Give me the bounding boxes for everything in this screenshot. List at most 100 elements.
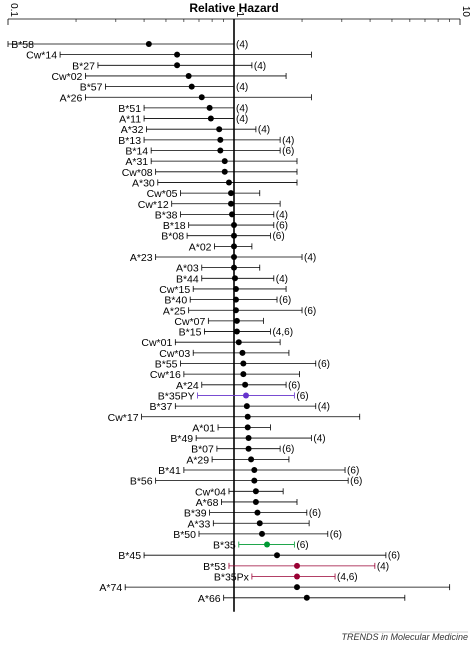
hazard-point — [229, 211, 236, 218]
row-label: A*01 — [192, 422, 215, 434]
row-a01: A*01 — [192, 422, 271, 434]
reference-note: (6) — [272, 231, 284, 242]
hazard-point — [217, 136, 224, 143]
row-a31: A*31 — [125, 156, 298, 168]
hazard-point — [252, 488, 259, 495]
row-cw04: Cw*04 — [195, 486, 284, 498]
row-b35py: B*35PY (6) — [158, 390, 309, 402]
hazard-point — [231, 275, 238, 282]
reference-note: (4) — [236, 114, 248, 125]
reference-note: (6) — [318, 359, 330, 370]
reference-note: (6) — [296, 391, 308, 402]
row-cw12: Cw*12 — [138, 199, 281, 211]
reference-note: (4) — [313, 434, 325, 445]
row-cw15: Cw*15 — [159, 284, 287, 296]
row-label: B*37 — [150, 401, 173, 413]
row-label: A*24 — [176, 380, 199, 392]
row-b37: B*37 (4) — [150, 401, 330, 413]
row-label: Cw*08 — [122, 167, 153, 179]
row-label: A*11 — [119, 114, 141, 126]
hazard-point — [231, 222, 237, 229]
row-a30: A*30 — [132, 177, 298, 189]
row-b51: B*51 (4) — [118, 103, 248, 115]
row-label: A*23 — [130, 252, 153, 264]
reference-note: (4) — [236, 40, 248, 51]
row-b39: B*39 (6) — [184, 508, 321, 520]
hazard-point — [221, 168, 228, 175]
reference-note: (6) — [388, 551, 400, 562]
row-label: A*33 — [188, 518, 211, 530]
row-label: Cw*14 — [26, 50, 57, 62]
row-a02: A*02 — [189, 241, 253, 253]
row-label: B*57 — [80, 82, 103, 94]
row-label: B*15 — [179, 327, 202, 339]
row-label: B*50 — [173, 529, 196, 541]
hazard-point — [251, 467, 258, 473]
row-a11: A*11 (4) — [119, 114, 248, 126]
row-label: A*03 — [176, 263, 199, 275]
row-label: A*26 — [60, 92, 83, 104]
hazard-point — [174, 62, 181, 69]
row-label: A*02 — [189, 241, 212, 253]
row-label: B*41 — [158, 465, 181, 477]
row-label: Cw*04 — [195, 486, 226, 498]
reference-note: (4) — [318, 402, 330, 413]
row-label: B*58 — [11, 39, 34, 51]
row-a33: A*33 — [188, 518, 310, 530]
reference-note: (4) — [377, 561, 389, 572]
hazard-point — [274, 552, 281, 559]
row-label: B*35PY — [158, 390, 195, 402]
hazard-point — [242, 392, 249, 399]
reference-note: (6) — [279, 295, 291, 306]
row-a74: A*74 — [99, 582, 451, 594]
row-b45: B*45 (6) — [118, 550, 400, 562]
row-label: B*35Px — [214, 572, 250, 584]
hazard-point — [244, 413, 251, 420]
hazard-point — [233, 317, 240, 324]
hazard-point — [206, 104, 213, 111]
hazard-point — [242, 381, 249, 388]
hazard-point — [243, 403, 250, 410]
hazard-point — [256, 520, 263, 527]
row-cw05: Cw*05 — [147, 188, 261, 200]
row-label: Cw*15 — [159, 284, 190, 296]
hazard-point — [225, 179, 232, 186]
row-cw01: Cw*01 — [141, 337, 281, 349]
row-a68: A*68 — [196, 497, 298, 509]
hazard-point — [245, 445, 252, 452]
row-label: Cw*12 — [138, 199, 169, 211]
row-label: A*32 — [121, 124, 144, 136]
reference-note: (6) — [309, 508, 321, 519]
row-label: B*53 — [203, 561, 226, 573]
row-cw08: Cw*08 — [122, 167, 298, 179]
reference-note: (6) — [282, 146, 294, 157]
reference-note: (4) — [236, 103, 248, 114]
source-credit: TRENDS in Molecular Medicine — [341, 632, 468, 642]
hazard-point — [232, 296, 239, 303]
hazard-point — [231, 264, 237, 271]
chart-title: Relative Hazard — [189, 1, 278, 15]
row-a03: A*03 — [176, 263, 261, 275]
row-label: B*08 — [161, 231, 184, 243]
hazard-point — [293, 562, 300, 569]
hazard-point — [221, 158, 228, 165]
row-b27: B*27 (4) — [72, 60, 266, 72]
row-label: A*29 — [186, 454, 209, 466]
hazard-point — [264, 541, 271, 548]
x-tick-label: 1 — [234, 11, 245, 17]
row-b14: B*14 (6) — [125, 146, 294, 158]
reference-note: (4,6) — [272, 327, 293, 338]
row-cw16: Cw*16 — [150, 369, 300, 381]
row-b58: B*58 (4) — [7, 39, 248, 51]
plot-rows: B*58 (4) Cw*14 B*27 (4) Cw*02B*57 (4) A*26 B*51 (… — [7, 19, 468, 633]
row-b55: B*55 (6) — [155, 359, 330, 371]
hazard-point — [174, 51, 181, 58]
reference-note: (4) — [276, 274, 288, 285]
row-label: B*49 — [170, 433, 193, 445]
hazard-point — [228, 190, 235, 197]
hazard-point — [252, 498, 259, 505]
row-b49: B*49 (4) — [170, 433, 325, 445]
hazard-point — [145, 41, 152, 47]
hazard-point — [239, 349, 246, 356]
